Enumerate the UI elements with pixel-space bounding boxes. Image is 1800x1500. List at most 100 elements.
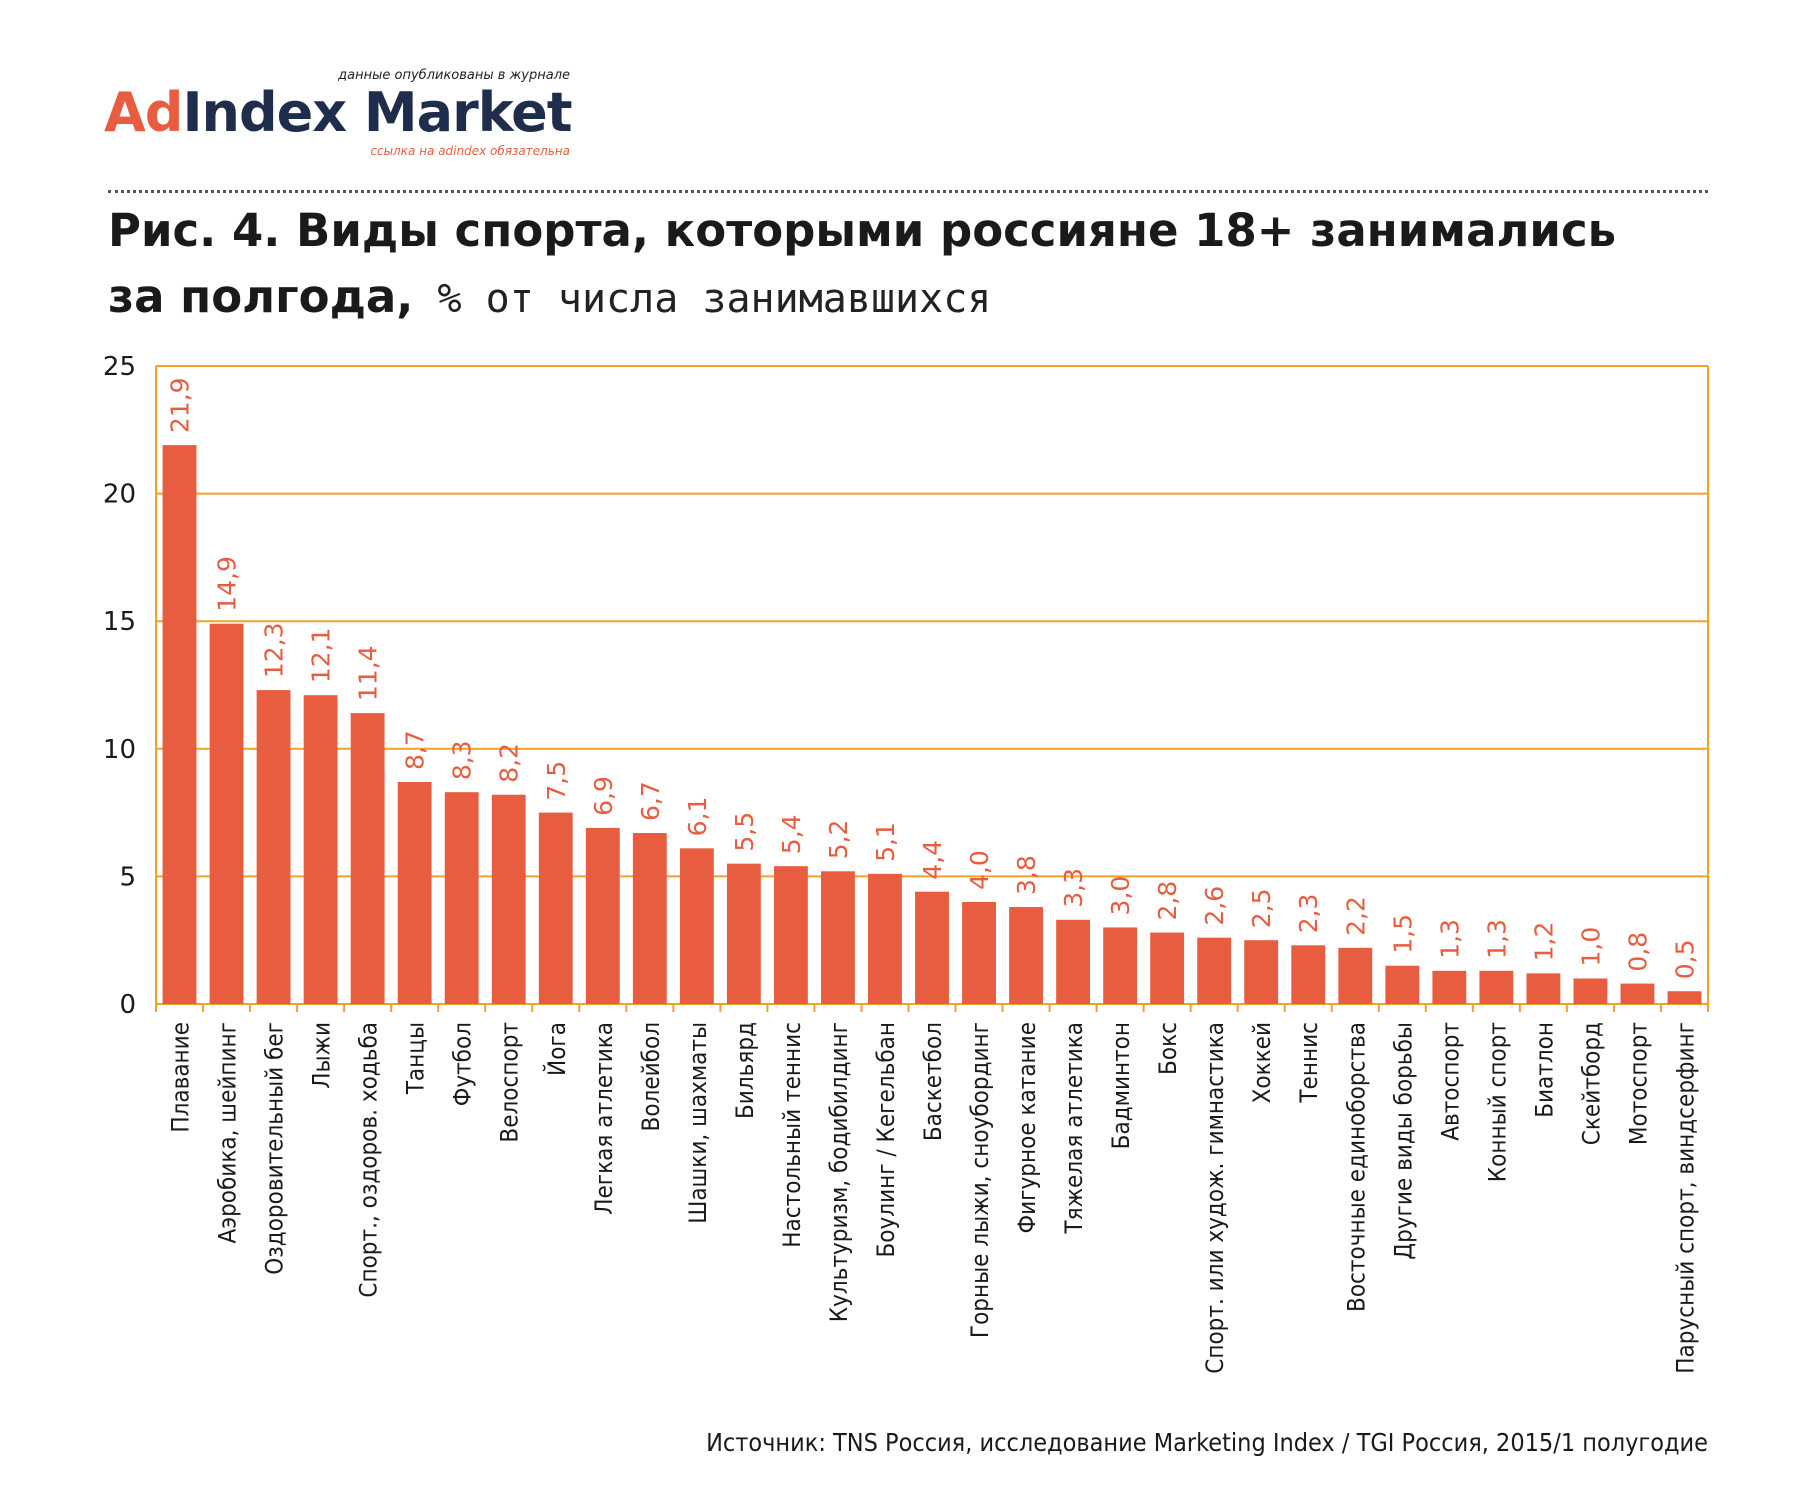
data-label: 8,7: [401, 730, 430, 770]
bar: [256, 690, 291, 1004]
logo-brand-index-market: Index Market: [182, 81, 572, 144]
bar: [1009, 907, 1043, 1004]
x-tick-label: Теннис: [1295, 1022, 1323, 1104]
data-label: 0,8: [1623, 932, 1652, 972]
bar: [538, 812, 573, 1004]
data-label: 1,0: [1576, 927, 1605, 967]
bar: [1479, 970, 1514, 1004]
chart-title-line2-text: за полгода,: [108, 270, 414, 323]
bar: [209, 623, 244, 1004]
data-label: 0,5: [1670, 939, 1699, 979]
data-label: 12,3: [260, 622, 289, 678]
bar: [585, 827, 620, 1004]
bar: [962, 901, 996, 1004]
bar: [1526, 973, 1561, 1004]
data-label: 1,3: [1435, 919, 1464, 959]
data-label: 2,6: [1200, 886, 1229, 926]
x-tick-label: Тяжелая атлетика: [1060, 1022, 1088, 1235]
x-tick-label: Велоспорт: [496, 1022, 524, 1143]
data-label: 3,3: [1059, 868, 1088, 908]
bar: [1432, 970, 1467, 1004]
bar: [915, 891, 949, 1004]
data-label: 5,2: [824, 820, 853, 860]
bar: [1056, 919, 1091, 1004]
data-label: 21,9: [166, 377, 195, 433]
data-label: 11,4: [354, 645, 383, 701]
chart-title: Рис. 4. Виды спорта, которыми россияне 1…: [108, 198, 1728, 332]
data-label: 1,3: [1482, 919, 1511, 959]
bar: [632, 833, 667, 1004]
data-label: 1,2: [1529, 922, 1558, 962]
data-label: 2,5: [1247, 888, 1276, 928]
x-tick-label: Бадминтон: [1107, 1022, 1135, 1149]
y-tick-label: 0: [119, 990, 136, 1020]
x-tick-label: Бильярд: [731, 1022, 759, 1119]
data-label: 5,4: [777, 814, 806, 854]
bar: [1150, 932, 1185, 1004]
bar: [491, 794, 526, 1004]
y-tick-label: 25: [103, 352, 136, 382]
x-tick-label: Фигурное катание: [1013, 1022, 1041, 1233]
x-tick-label: Настольный теннис: [778, 1022, 806, 1248]
bar: [162, 445, 197, 1004]
x-tick-label: Баскетбол: [919, 1022, 947, 1141]
bar: [679, 848, 714, 1004]
data-label: 3,0: [1106, 876, 1135, 916]
x-tick-label: Йога: [542, 1022, 571, 1076]
data-label: 5,5: [730, 812, 759, 852]
data-label: 8,2: [495, 743, 524, 783]
data-label: 6,1: [683, 797, 712, 837]
x-tick-label: Хоккей: [1248, 1022, 1276, 1103]
data-label: 4,0: [965, 850, 994, 890]
x-tick-label: Спорт., оздоров. ходьба: [355, 1022, 383, 1298]
dotted-divider: [108, 190, 1708, 193]
logo-tagline-bottom: ссылка на adindex обязательна: [370, 144, 570, 158]
data-label: 2,2: [1341, 896, 1370, 936]
x-tick-label: Бокс: [1154, 1022, 1182, 1075]
y-tick-label: 20: [103, 480, 136, 510]
data-label: 2,8: [1153, 881, 1182, 921]
data-label: 5,1: [871, 822, 900, 862]
x-tick-label: Плавание: [167, 1022, 195, 1133]
bar: [773, 866, 808, 1004]
source-note: Источник: TNS Россия, исследование Marke…: [706, 1428, 1708, 1457]
data-label: 12,1: [307, 628, 336, 684]
x-tick-label: Футбол: [449, 1022, 477, 1106]
data-label: 1,5: [1388, 914, 1417, 954]
x-tick-label: Другие виды борьбы: [1389, 1022, 1417, 1260]
x-tick-label: Автоспорт: [1436, 1022, 1464, 1141]
bar: [1385, 965, 1420, 1004]
bar: [1620, 983, 1655, 1004]
x-tick-label: Конный спорт: [1483, 1022, 1511, 1182]
data-label: 6,7: [636, 781, 665, 821]
x-tick-label: Аэробика, шейпинг: [214, 1022, 242, 1244]
x-tick-label: Горные лыжи, сноубординг: [966, 1022, 994, 1338]
data-label: 7,5: [542, 761, 571, 801]
data-label: 6,9: [589, 776, 618, 816]
data-label: 3,8: [1012, 855, 1041, 895]
y-tick-label: 15: [103, 607, 136, 637]
x-tick-label: Волейбол: [637, 1022, 665, 1131]
bar: [350, 713, 385, 1004]
data-label: 4,4: [918, 840, 947, 880]
logo-brand-ad: Ad: [104, 81, 183, 144]
x-tick-label: Легкая атлетика: [590, 1022, 618, 1215]
bar: [303, 695, 338, 1004]
bar: [1197, 937, 1232, 1004]
y-tick-label: 10: [103, 735, 136, 765]
x-tick-label: Оздоровительный бег: [261, 1022, 289, 1275]
chart-title-line1: Рис. 4. Виды спорта, которыми россияне 1…: [108, 204, 1617, 257]
x-tick-label: Биатлон: [1530, 1022, 1558, 1118]
bar: [821, 871, 855, 1004]
x-tick-label: Спорт. или худож. гимнастика: [1201, 1022, 1229, 1374]
data-label: 2,3: [1294, 894, 1323, 934]
bar: [444, 792, 479, 1004]
bar: [397, 781, 432, 1004]
x-tick-label: Парусный спорт, виндсерфинг: [1671, 1022, 1699, 1374]
x-tick-label: Мотоспорт: [1624, 1022, 1652, 1145]
logo-tagline-top: данные опубликованы в журнале: [338, 68, 570, 83]
bar: [1667, 991, 1702, 1004]
bar: [868, 873, 902, 1004]
y-tick-label: 5: [119, 862, 136, 892]
x-tick-label: Танцы: [402, 1022, 430, 1095]
